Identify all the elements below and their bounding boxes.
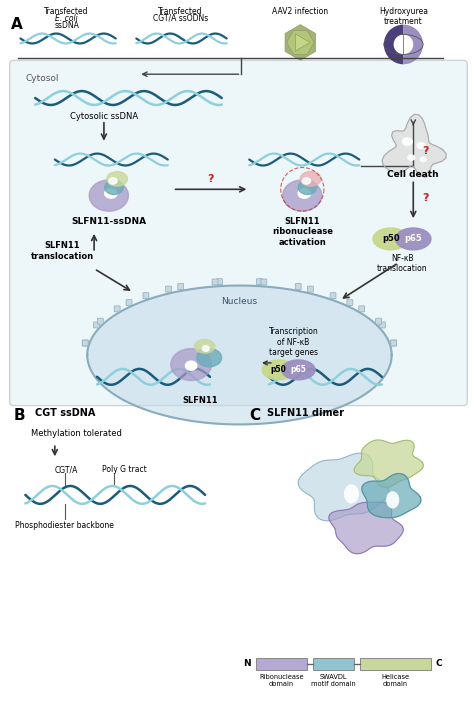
- Ellipse shape: [298, 189, 310, 198]
- FancyBboxPatch shape: [295, 284, 301, 289]
- Text: NF-κB
translocation: NF-κB translocation: [377, 254, 428, 273]
- Text: SWAVDL
motif domain: SWAVDL motif domain: [311, 675, 356, 688]
- Ellipse shape: [408, 155, 415, 160]
- FancyBboxPatch shape: [93, 322, 100, 328]
- FancyBboxPatch shape: [256, 658, 307, 670]
- Text: CGT/A: CGT/A: [55, 465, 78, 474]
- Text: ssDNA: ssDNA: [54, 21, 79, 30]
- Text: Transfected: Transfected: [45, 6, 89, 16]
- FancyBboxPatch shape: [82, 340, 88, 346]
- Text: SLFN11-ssDNA: SLFN11-ssDNA: [71, 217, 146, 226]
- Text: Ribonuclease
domain: Ribonuclease domain: [259, 675, 304, 688]
- Text: p50: p50: [382, 235, 400, 243]
- Ellipse shape: [387, 492, 399, 508]
- Text: SLFN11
ribonuclease
activation: SLFN11 ribonuclease activation: [272, 217, 333, 247]
- Text: ?: ?: [422, 193, 428, 203]
- FancyBboxPatch shape: [330, 293, 336, 299]
- Text: N: N: [243, 659, 250, 668]
- Text: Nucleus: Nucleus: [221, 297, 257, 306]
- Ellipse shape: [109, 178, 117, 184]
- Ellipse shape: [417, 143, 425, 149]
- Text: Cytosolic ssDNA: Cytosolic ssDNA: [70, 112, 138, 121]
- FancyBboxPatch shape: [97, 319, 103, 324]
- Ellipse shape: [300, 171, 321, 186]
- FancyBboxPatch shape: [380, 322, 385, 328]
- Polygon shape: [329, 502, 403, 554]
- FancyBboxPatch shape: [114, 306, 120, 312]
- Text: C: C: [436, 659, 443, 668]
- Text: Helicase
domain: Helicase domain: [382, 675, 410, 688]
- Ellipse shape: [420, 157, 426, 162]
- Text: SLFN11 dimer: SLFN11 dimer: [267, 407, 344, 417]
- Ellipse shape: [202, 346, 209, 351]
- Text: AAV2 infection: AAV2 infection: [272, 6, 328, 16]
- FancyBboxPatch shape: [308, 286, 313, 292]
- Ellipse shape: [345, 485, 358, 503]
- Text: Cell death: Cell death: [387, 171, 439, 179]
- FancyBboxPatch shape: [261, 279, 267, 285]
- Text: SLFN11: SLFN11: [182, 395, 218, 405]
- FancyBboxPatch shape: [143, 293, 149, 299]
- FancyBboxPatch shape: [178, 284, 183, 289]
- Ellipse shape: [262, 360, 295, 380]
- Ellipse shape: [282, 360, 315, 380]
- Text: Phosphodiester backbone: Phosphodiester backbone: [15, 520, 114, 530]
- Text: p50: p50: [271, 365, 287, 375]
- FancyBboxPatch shape: [375, 319, 382, 324]
- Ellipse shape: [402, 138, 412, 146]
- Text: Transcription
of NF-κB
target genes: Transcription of NF-κB target genes: [269, 327, 319, 357]
- Ellipse shape: [373, 228, 409, 250]
- Ellipse shape: [283, 180, 322, 211]
- Ellipse shape: [302, 178, 310, 184]
- FancyBboxPatch shape: [391, 340, 397, 346]
- Polygon shape: [382, 114, 446, 177]
- FancyBboxPatch shape: [82, 340, 88, 346]
- Text: SLFN11
translocation: SLFN11 translocation: [31, 241, 94, 261]
- FancyBboxPatch shape: [347, 299, 353, 306]
- Polygon shape: [354, 440, 423, 488]
- FancyBboxPatch shape: [9, 60, 467, 405]
- Ellipse shape: [107, 171, 128, 186]
- Text: E. coli: E. coli: [55, 14, 78, 23]
- FancyBboxPatch shape: [165, 286, 172, 292]
- Text: CGT/A ssODNs: CGT/A ssODNs: [153, 14, 208, 23]
- FancyBboxPatch shape: [217, 279, 222, 284]
- Text: ?: ?: [208, 174, 214, 184]
- FancyBboxPatch shape: [359, 306, 365, 312]
- Ellipse shape: [194, 339, 215, 353]
- Ellipse shape: [105, 180, 123, 195]
- Ellipse shape: [171, 348, 211, 380]
- Text: Cytosol: Cytosol: [25, 74, 59, 83]
- Wedge shape: [403, 25, 423, 64]
- Text: p65: p65: [404, 235, 422, 243]
- Ellipse shape: [87, 286, 392, 424]
- Wedge shape: [384, 25, 403, 64]
- FancyBboxPatch shape: [391, 340, 397, 346]
- Text: C: C: [249, 407, 260, 422]
- Text: Hydroxyurea
treatment: Hydroxyurea treatment: [379, 6, 428, 26]
- Text: p65: p65: [291, 365, 306, 375]
- Text: A: A: [10, 16, 22, 32]
- Ellipse shape: [396, 228, 431, 250]
- Text: Methylation tolerated: Methylation tolerated: [31, 429, 122, 439]
- Ellipse shape: [89, 180, 128, 211]
- Polygon shape: [362, 474, 421, 518]
- Text: B: B: [14, 407, 25, 422]
- FancyBboxPatch shape: [360, 658, 431, 670]
- Text: Poly G tract: Poly G tract: [102, 465, 147, 474]
- FancyBboxPatch shape: [212, 279, 218, 285]
- Ellipse shape: [105, 189, 117, 198]
- Text: ?: ?: [422, 146, 428, 156]
- Ellipse shape: [197, 348, 222, 367]
- Ellipse shape: [298, 180, 317, 195]
- Text: Transfected: Transfected: [158, 6, 203, 16]
- Ellipse shape: [185, 361, 197, 370]
- Text: CGT ssDNA: CGT ssDNA: [35, 407, 96, 417]
- FancyBboxPatch shape: [313, 658, 355, 670]
- Polygon shape: [298, 453, 389, 520]
- FancyBboxPatch shape: [126, 299, 132, 306]
- FancyBboxPatch shape: [256, 279, 263, 284]
